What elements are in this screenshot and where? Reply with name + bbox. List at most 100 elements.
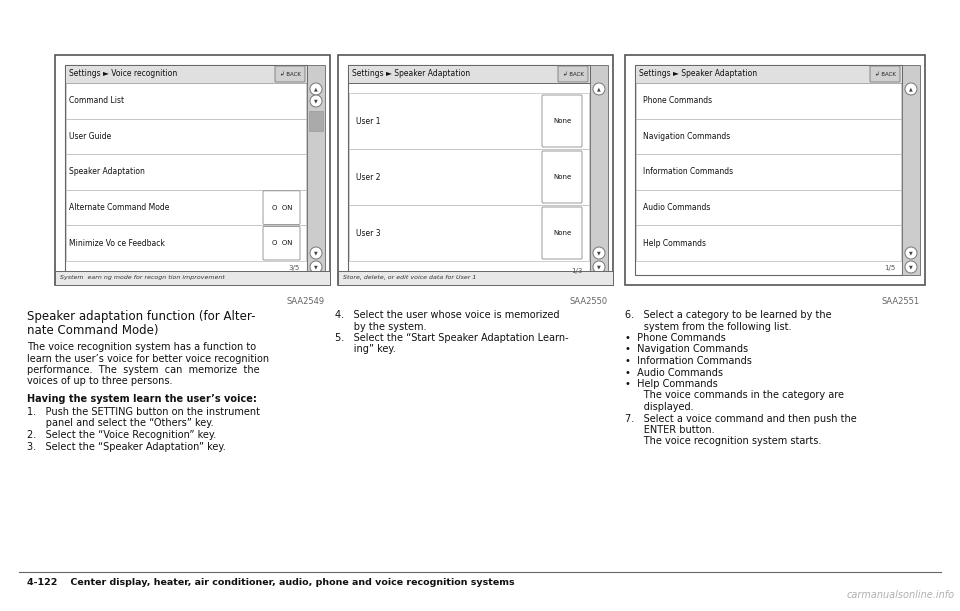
Bar — [635, 65, 902, 83]
Text: Having the system learn the user’s voice:: Having the system learn the user’s voice… — [27, 394, 257, 404]
Bar — [636, 154, 901, 190]
Text: ▼: ▼ — [314, 265, 318, 269]
Text: User 2: User 2 — [356, 172, 380, 181]
Text: carmanualsonline.info: carmanualsonline.info — [847, 590, 955, 600]
Text: •  Audio Commands: • Audio Commands — [625, 367, 723, 378]
Text: 4.   Select the user whose voice is memorized: 4. Select the user whose voice is memori… — [335, 310, 560, 320]
Text: •  Navigation Commands: • Navigation Commands — [625, 345, 748, 354]
Text: Navigation Commands: Navigation Commands — [643, 132, 731, 141]
FancyBboxPatch shape — [558, 66, 588, 82]
Bar — [66, 225, 306, 261]
Text: 6.   Select a category to be learned by the: 6. Select a category to be learned by th… — [625, 310, 831, 320]
Text: Command List: Command List — [69, 97, 124, 105]
Text: The voice recognition system has a function to: The voice recognition system has a funct… — [27, 342, 256, 352]
Text: Phone Commands: Phone Commands — [643, 97, 712, 105]
Circle shape — [905, 247, 917, 259]
Bar — [65, 65, 307, 83]
Circle shape — [593, 247, 605, 259]
FancyBboxPatch shape — [263, 227, 300, 260]
Text: ▼: ▼ — [597, 251, 601, 255]
Text: Speaker Adaptation: Speaker Adaptation — [69, 167, 145, 177]
FancyBboxPatch shape — [263, 191, 300, 224]
Bar — [635, 65, 902, 275]
Bar — [66, 190, 306, 225]
Text: ▼: ▼ — [597, 265, 601, 269]
Text: SAA2549: SAA2549 — [287, 297, 325, 306]
Bar — [348, 65, 590, 275]
Text: displayed.: displayed. — [625, 402, 694, 412]
Bar — [66, 119, 306, 154]
Text: Settings ► Speaker Adaptation: Settings ► Speaker Adaptation — [352, 70, 470, 78]
Text: by the system.: by the system. — [335, 321, 426, 332]
Bar — [349, 205, 589, 261]
Text: •  Information Commands: • Information Commands — [625, 356, 752, 366]
Bar — [309, 111, 323, 131]
Text: Speaker adaptation function (for Alter-: Speaker adaptation function (for Alter- — [27, 310, 255, 323]
Text: User 1: User 1 — [356, 117, 380, 125]
Text: Help Commands: Help Commands — [643, 239, 706, 247]
Bar — [55, 271, 330, 285]
Text: •  Help Commands: • Help Commands — [625, 379, 718, 389]
Text: ▼: ▼ — [314, 251, 318, 255]
Text: None: None — [553, 174, 571, 180]
Text: ▲: ▲ — [909, 87, 913, 92]
Text: ▼: ▼ — [909, 251, 913, 255]
Text: Settings ► Voice recognition: Settings ► Voice recognition — [69, 70, 178, 78]
FancyBboxPatch shape — [275, 66, 305, 82]
FancyBboxPatch shape — [870, 66, 900, 82]
Text: 2.   Select the “Voice Recognition” key.: 2. Select the “Voice Recognition” key. — [27, 430, 216, 440]
Bar — [55, 55, 330, 285]
Text: 3.   Select the “Speaker Adaptation” key.: 3. Select the “Speaker Adaptation” key. — [27, 442, 226, 452]
Circle shape — [310, 83, 322, 95]
Text: 4-122    Center display, heater, air conditioner, audio, phone and voice recogni: 4-122 Center display, heater, air condit… — [27, 578, 515, 587]
Text: 7.   Select a voice command and then push the: 7. Select a voice command and then push … — [625, 414, 856, 423]
Text: voices of up to three persons.: voices of up to three persons. — [27, 376, 173, 387]
Text: ▼: ▼ — [314, 98, 318, 103]
Text: 1/5: 1/5 — [884, 265, 895, 271]
Text: Store, delete, or edit voice data for User 1: Store, delete, or edit voice data for Us… — [343, 276, 476, 280]
Bar — [636, 119, 901, 154]
Circle shape — [593, 83, 605, 95]
Text: •  Phone Commands: • Phone Commands — [625, 333, 726, 343]
Circle shape — [310, 261, 322, 273]
Text: User Guide: User Guide — [69, 132, 111, 141]
Text: ↲ BACK: ↲ BACK — [279, 71, 300, 76]
Text: User 3: User 3 — [356, 229, 380, 238]
Circle shape — [310, 247, 322, 259]
Bar — [307, 65, 325, 275]
Bar — [625, 55, 925, 285]
Text: SAA2551: SAA2551 — [882, 297, 920, 306]
Bar — [902, 65, 920, 275]
Text: Audio Commands: Audio Commands — [643, 203, 710, 212]
Text: ▲: ▲ — [314, 87, 318, 92]
Text: nate Command Mode): nate Command Mode) — [27, 324, 158, 337]
FancyBboxPatch shape — [542, 95, 582, 147]
Text: ▼: ▼ — [909, 265, 913, 269]
Circle shape — [593, 261, 605, 273]
Text: performance.  The  system  can  memorize  the: performance. The system can memorize the — [27, 365, 259, 375]
Text: ↲ BACK: ↲ BACK — [563, 71, 584, 76]
Text: O  ON: O ON — [272, 205, 292, 211]
Text: ENTER button.: ENTER button. — [625, 425, 714, 435]
Text: 1/3: 1/3 — [571, 268, 583, 274]
Text: learn the user’s voice for better voice recognition: learn the user’s voice for better voice … — [27, 354, 269, 364]
Circle shape — [905, 261, 917, 273]
Text: Settings ► Speaker Adaptation: Settings ► Speaker Adaptation — [639, 70, 757, 78]
Text: ▲: ▲ — [597, 87, 601, 92]
Circle shape — [905, 83, 917, 95]
Text: ↲ BACK: ↲ BACK — [875, 71, 896, 76]
FancyBboxPatch shape — [542, 151, 582, 203]
Text: System  earn ng mode for recogn tion improvement: System earn ng mode for recogn tion impr… — [60, 276, 225, 280]
Text: 3/5: 3/5 — [289, 265, 300, 271]
Bar — [636, 190, 901, 225]
Bar — [66, 83, 306, 119]
Bar — [636, 225, 901, 261]
Text: The voice recognition system starts.: The voice recognition system starts. — [625, 436, 822, 447]
Bar — [349, 93, 589, 149]
Bar — [348, 65, 590, 83]
Text: 5.   Select the “Start Speaker Adaptation Learn-: 5. Select the “Start Speaker Adaptation … — [335, 333, 568, 343]
Text: panel and select the “Others” key.: panel and select the “Others” key. — [27, 419, 214, 428]
Text: The voice commands in the category are: The voice commands in the category are — [625, 390, 844, 400]
Text: system from the following list.: system from the following list. — [625, 321, 791, 332]
Text: None: None — [553, 118, 571, 124]
